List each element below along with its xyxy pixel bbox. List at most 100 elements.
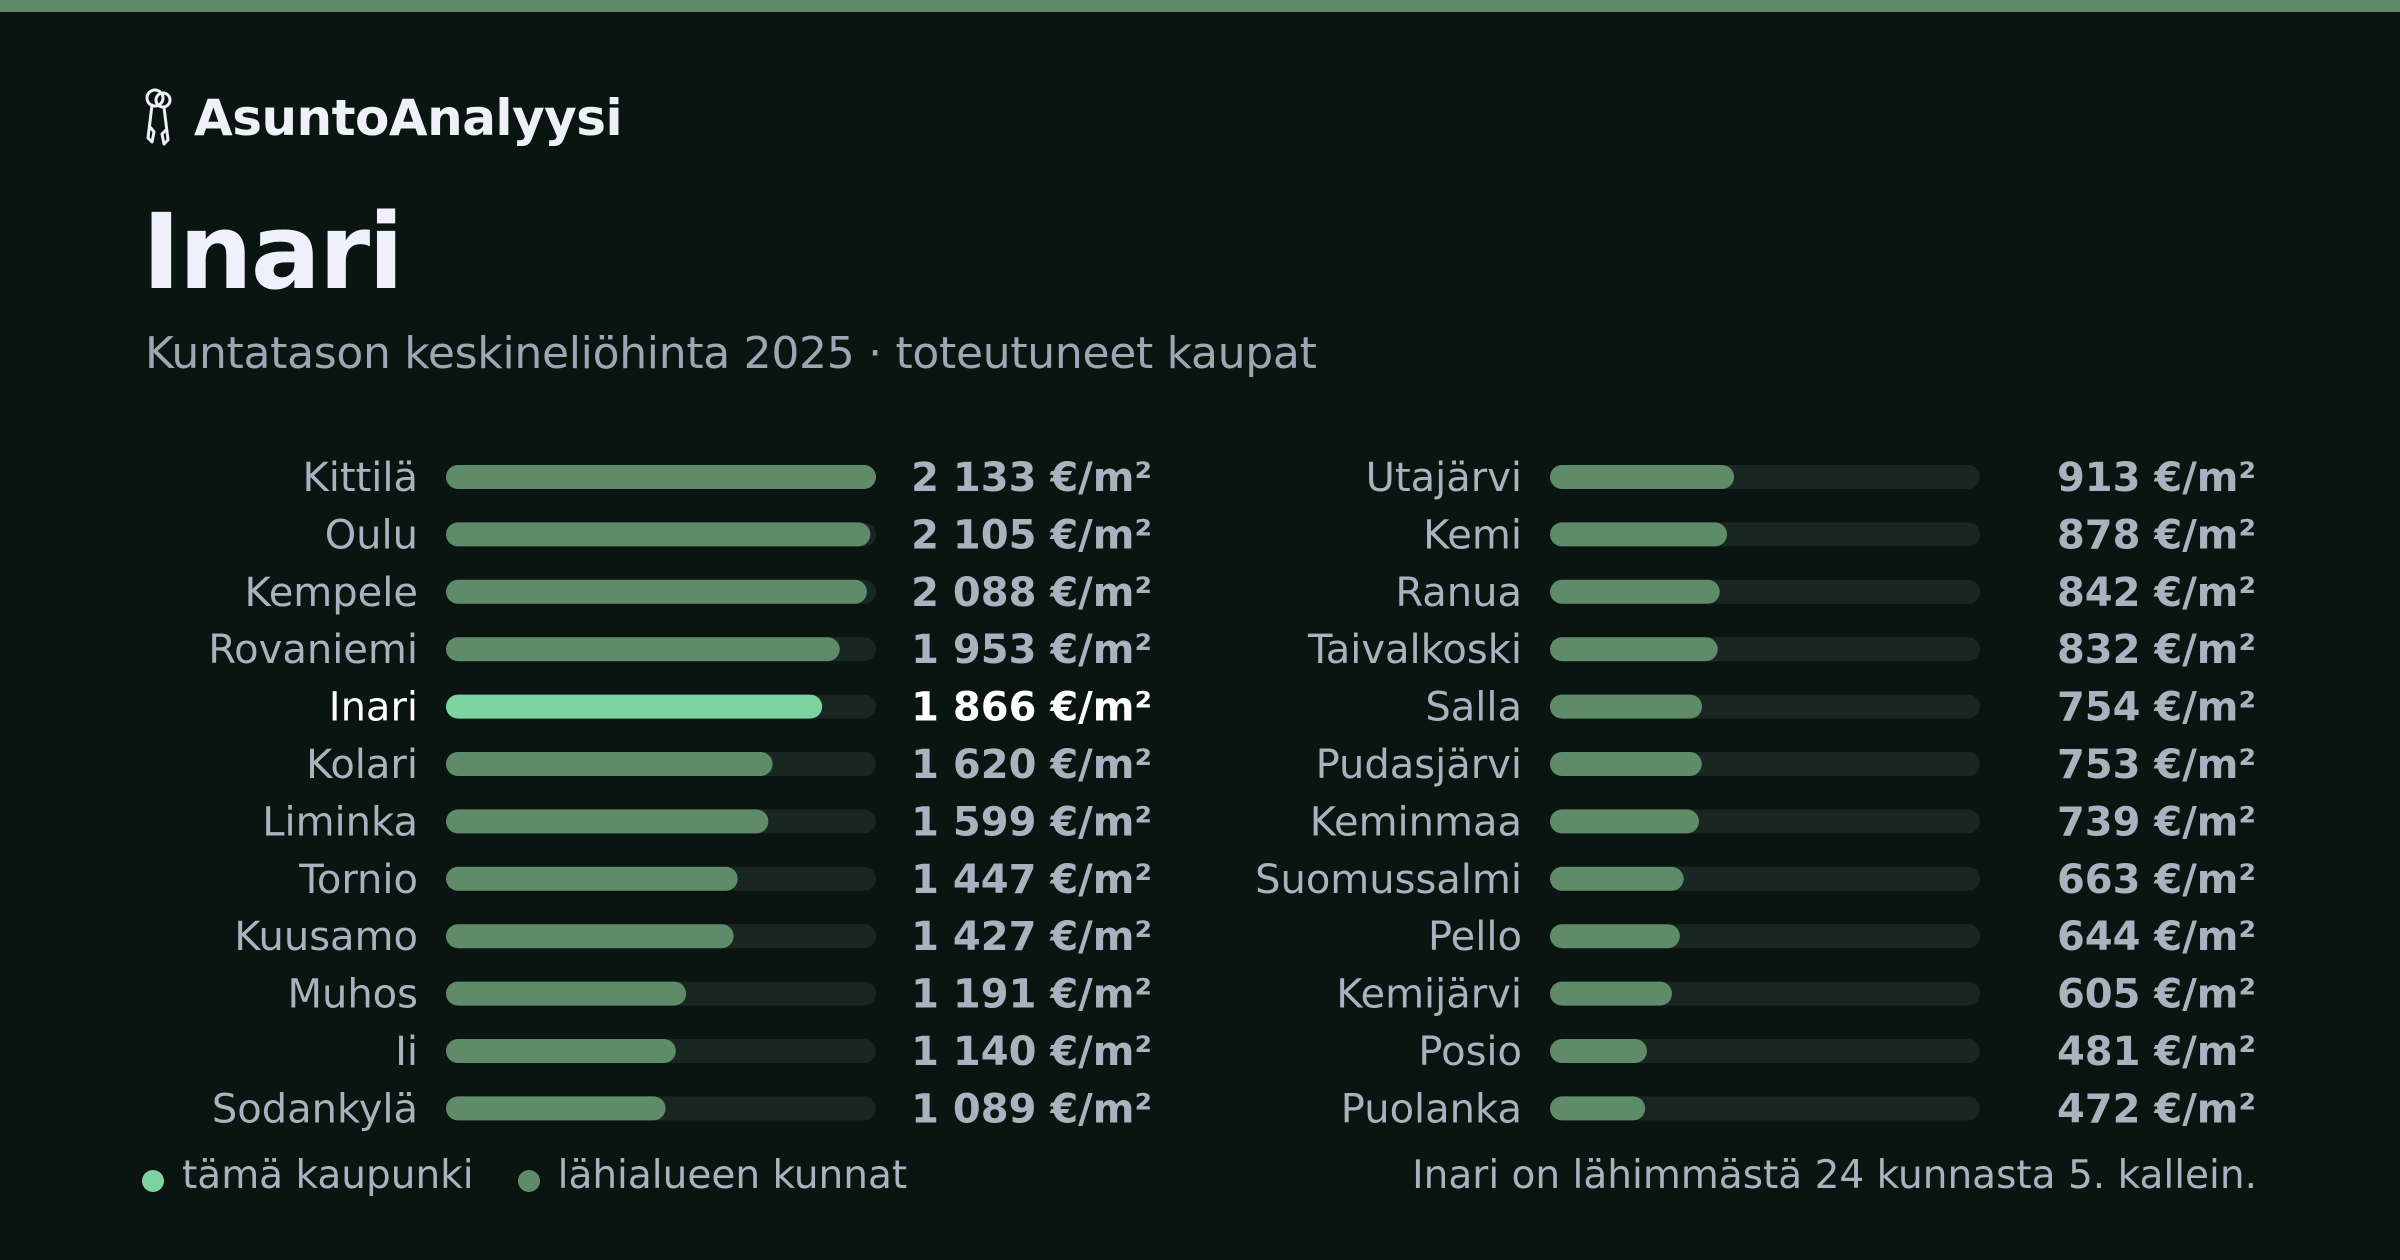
bar-row-kemijarvi: Kemijärvi 605 €/m² xyxy=(1336,972,2256,1018)
bar-value-kolari: 1 620 €/m² xyxy=(911,742,1152,788)
bar-value-oulu: 2 105 €/m² xyxy=(911,512,1152,558)
bar-label-suomussalmi: Suomussalmi xyxy=(1255,857,1522,903)
bar-puolanka xyxy=(1550,1096,1646,1121)
bar-suomussalmi xyxy=(1550,866,1684,891)
bar-row-rovaniemi: Rovaniemi 1 953 €/m² xyxy=(208,627,1152,673)
bar-label-ranua: Ranua xyxy=(1395,570,1522,616)
bar-tornio xyxy=(446,866,738,891)
keys-icon xyxy=(145,88,172,146)
bar-label-kemijarvi: Kemijärvi xyxy=(1336,972,1522,1018)
bar-label-kittila: Kittilä xyxy=(303,455,418,501)
bar-row-muhos: Muhos 1 191 €/m² xyxy=(287,972,1152,1018)
bar-value-rovaniemi: 1 953 €/m² xyxy=(911,627,1152,673)
bar-row-kempele: Kempele 2 088 €/m² xyxy=(244,570,1152,616)
bar-value-kempele: 2 088 €/m² xyxy=(911,570,1152,616)
bar-kuusamo xyxy=(446,924,734,949)
bar-value-pudasjarvi: 753 €/m² xyxy=(2057,742,2256,788)
footnote: Inari on lähimmästä 24 kunnasta 5. kalle… xyxy=(1412,1153,2257,1198)
bar-row-utajarvi: Utajärvi 913 €/m² xyxy=(1366,455,2256,501)
bar-label-puolanka: Puolanka xyxy=(1341,1086,1522,1132)
bar-label-liminka: Liminka xyxy=(262,799,418,845)
bar-row-inari: Inari 1 866 €/m² xyxy=(329,685,1152,731)
bar-label-taivalkoski: Taivalkoski xyxy=(1307,627,1522,673)
bar-value-posio: 481 €/m² xyxy=(2057,1029,2256,1075)
bar-row-posio: Posio 481 €/m² xyxy=(1418,1029,2256,1075)
bar-oulu xyxy=(446,522,871,547)
brand-name: AsuntoAnalyysi xyxy=(194,89,623,147)
bar-value-tornio: 1 447 €/m² xyxy=(911,857,1152,903)
brand: AsuntoAnalyysi xyxy=(142,88,623,148)
bar-value-kemi: 878 €/m² xyxy=(2057,512,2256,558)
bar-value-puolanka: 472 €/m² xyxy=(2057,1086,2256,1132)
bar-label-ii: Ii xyxy=(395,1029,418,1075)
bar-label-inari: Inari xyxy=(329,685,418,731)
legend-item-nearby: lähialueen kunnat xyxy=(517,1153,908,1198)
bar-track-posio xyxy=(1550,1039,1980,1063)
bar-kempele xyxy=(446,579,867,604)
legend-dot-nearby xyxy=(517,1169,540,1192)
bar-label-muhos: Muhos xyxy=(287,972,418,1018)
bar-row-kolari: Kolari 1 620 €/m² xyxy=(306,742,1152,788)
page-title: Inari xyxy=(142,191,404,313)
bar-salla xyxy=(1550,694,1703,719)
bar-sodankyla xyxy=(446,1096,666,1121)
bar-value-sodankyla: 1 089 €/m² xyxy=(911,1086,1152,1132)
bar-posio xyxy=(1550,1039,1647,1063)
bar-kolari xyxy=(446,752,773,776)
bar-rovaniemi xyxy=(446,637,840,662)
bar-row-liminka: Liminka 1 599 €/m² xyxy=(262,799,1152,845)
bar-row-kuusamo: Kuusamo 1 427 €/m² xyxy=(234,914,1152,960)
bar-label-posio: Posio xyxy=(1418,1029,1522,1075)
bar-row-ranua: Ranua 842 €/m² xyxy=(1395,570,2256,616)
bar-row-sodankyla: Sodankylä 1 089 €/m² xyxy=(212,1086,1152,1132)
bar-label-sodankyla: Sodankylä xyxy=(212,1086,418,1132)
bar-label-rovaniemi: Rovaniemi xyxy=(208,627,418,673)
bar-row-pello: Pello 644 €/m² xyxy=(1428,914,2256,960)
bar-row-kittila: Kittilä 2 133 €/m² xyxy=(303,455,1152,501)
bar-label-kuusamo: Kuusamo xyxy=(234,914,418,960)
bar-value-taivalkoski: 832 €/m² xyxy=(2057,627,2256,673)
bar-label-kemi: Kemi xyxy=(1423,512,1522,558)
bar-row-taivalkoski: Taivalkoski 832 €/m² xyxy=(1307,627,2256,673)
bar-ii xyxy=(446,1039,676,1063)
bar-value-ii: 1 140 €/m² xyxy=(911,1029,1152,1075)
bar-kemi xyxy=(1550,522,1727,547)
bar-row-pudasjarvi: Pudasjärvi 753 €/m² xyxy=(1316,742,2256,788)
bar-pello xyxy=(1550,924,1680,949)
bar-value-suomussalmi: 663 €/m² xyxy=(2057,857,2256,903)
legend-label-nearby: lähialueen kunnat xyxy=(557,1153,908,1198)
bar-utajarvi xyxy=(1550,465,1735,489)
bar-value-utajarvi: 913 €/m² xyxy=(2057,455,2256,501)
bar-label-pello: Pello xyxy=(1428,914,1522,960)
bar-track-puolanka xyxy=(1550,1096,1980,1121)
bar-row-kemi: Kemi 878 €/m² xyxy=(1423,512,2256,558)
bar-row-tornio: Tornio 1 447 €/m² xyxy=(298,857,1152,903)
legend: tämä kaupunki lähialueen kunnat xyxy=(142,1153,951,1198)
legend-label-this-city: tämä kaupunki xyxy=(182,1153,474,1198)
bar-label-kolari: Kolari xyxy=(306,742,418,788)
bar-row-suomussalmi: Suomussalmi 663 €/m² xyxy=(1255,857,2256,903)
bar-row-ii: Ii 1 140 €/m² xyxy=(395,1029,1152,1075)
bar-label-salla: Salla xyxy=(1425,685,1522,731)
bar-row-puolanka: Puolanka 472 €/m² xyxy=(1341,1086,2256,1132)
bar-row-oulu: Oulu 2 105 €/m² xyxy=(325,512,1152,558)
bar-value-muhos: 1 191 €/m² xyxy=(911,972,1152,1018)
bar-taivalkoski xyxy=(1550,637,1718,662)
bar-value-kittila: 2 133 €/m² xyxy=(911,455,1152,501)
bar-value-inari: 1 866 €/m² xyxy=(911,685,1152,731)
bar-muhos xyxy=(446,981,687,1006)
top-accent-stripe xyxy=(0,0,2400,12)
bar-ranua xyxy=(1550,579,1720,604)
bar-row-keminmaa: Keminmaa 739 €/m² xyxy=(1310,799,2256,845)
bar-liminka xyxy=(446,809,769,834)
bar-label-kempele: Kempele xyxy=(244,570,418,616)
bar-pudasjarvi xyxy=(1550,752,1702,776)
bar-value-salla: 754 €/m² xyxy=(2057,685,2256,731)
bar-value-keminmaa: 739 €/m² xyxy=(2057,799,2256,845)
bar-label-pudasjarvi: Pudasjärvi xyxy=(1316,742,1522,788)
bar-label-utajarvi: Utajärvi xyxy=(1366,455,1522,501)
bar-kemijarvi xyxy=(1550,981,1672,1006)
bar-kittila xyxy=(446,465,876,489)
